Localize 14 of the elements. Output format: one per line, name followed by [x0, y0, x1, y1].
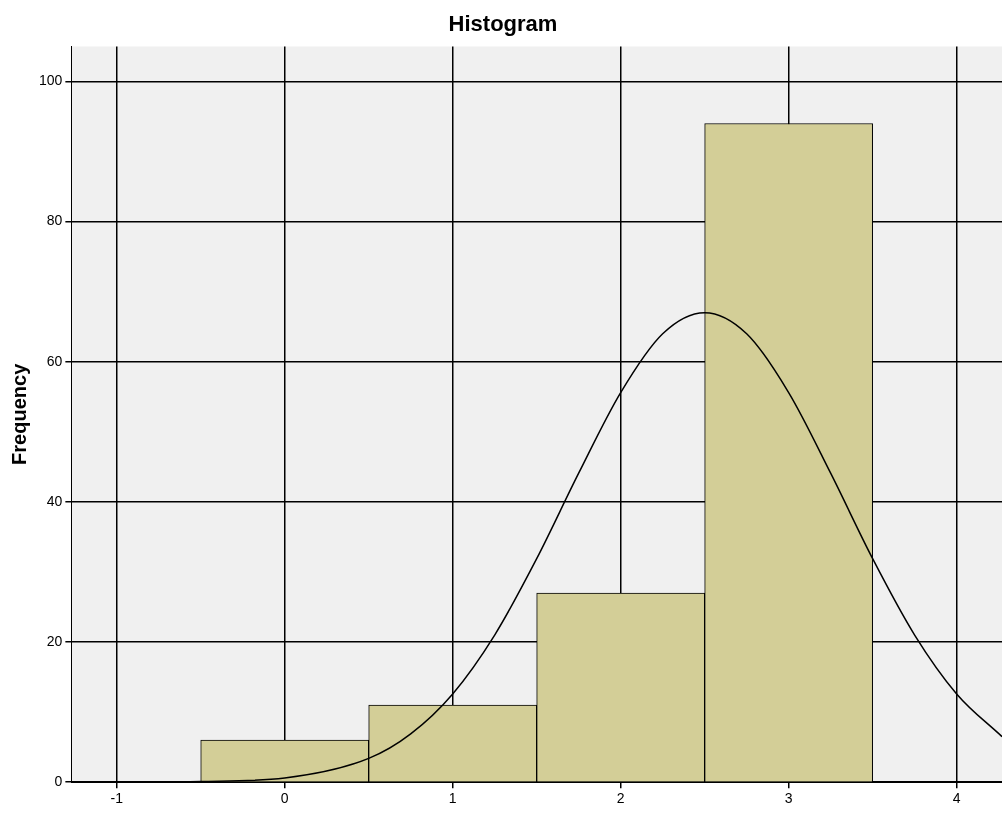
chart-title: Histogram	[448, 11, 558, 37]
x-tick-label: 0	[280, 790, 289, 807]
y-tick-label: 0	[54, 773, 63, 790]
x-tick-label: -1	[110, 790, 124, 807]
y-axis-title: Frequency	[7, 362, 30, 465]
y-tick-label: 60	[46, 352, 63, 369]
x-tick-label: 1	[448, 790, 457, 807]
y-tick-label: 100	[39, 72, 63, 89]
y-tick-label: 40	[46, 492, 63, 509]
y-tick-label: 80	[46, 212, 63, 229]
x-tick-label: 4	[952, 790, 961, 807]
y-tick-label: 20	[46, 632, 63, 649]
x-tick-label: 3	[784, 790, 793, 807]
x-tick-label: 2	[616, 790, 625, 807]
